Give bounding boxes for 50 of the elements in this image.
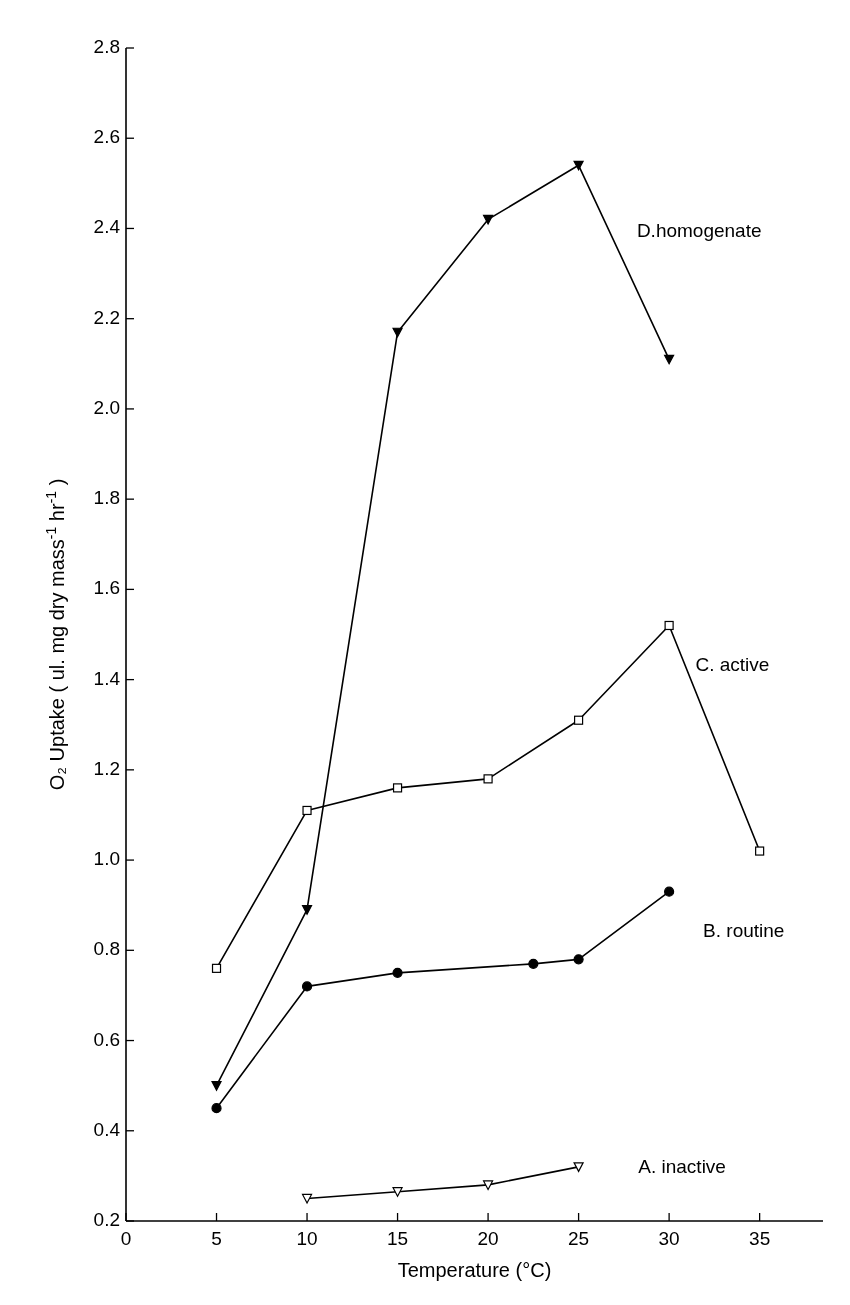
point [573,1162,584,1172]
point [482,1180,494,1191]
point [483,774,493,784]
point [573,954,584,965]
y-tick-label: 1.4 [93,667,121,689]
point [392,327,403,338]
x-tick-label: 15 [386,1228,409,1249]
x-tick-label: 10 [296,1228,318,1249]
x-tick-label: 35 [749,1228,771,1249]
point [573,160,584,171]
point [211,1103,222,1114]
point [664,886,675,897]
point [211,963,222,973]
point [211,1081,222,1091]
point [392,783,403,793]
y-tick-label: 1.6 [93,577,120,599]
series-label: C. active [695,654,770,676]
text: A. inactive [638,1156,726,1178]
point [301,1193,313,1204]
point [664,620,674,631]
y-tick-label: 0.8 [93,938,120,960]
x-tick-label: 0 [120,1228,132,1249]
y-tick-label: 2.6 [93,126,120,148]
point [755,846,765,856]
point [482,214,494,225]
x-tick-label: 25 [568,1228,590,1249]
y-tick-label: 2.8 [93,36,120,58]
x-tick-label: 5 [211,1228,222,1249]
point [528,958,539,969]
y-tick-label: 2.4 [93,216,121,238]
point [301,905,313,915]
point [664,354,675,365]
x-tick-label: 20 [477,1228,499,1249]
series-label: D.homogenate [636,220,762,242]
point [392,1187,403,1197]
y-tick-label: 2.2 [93,306,120,328]
point [574,715,584,725]
y-tick-label: 0.4 [93,1118,121,1140]
point [301,981,313,992]
y-tick-label: 1.8 [93,487,120,509]
point [392,967,403,978]
y-tick-label: 1.0 [93,848,120,870]
text: B. routine [703,920,785,942]
x-tick-label: 30 [658,1228,680,1249]
y-tick-label: 0.2 [93,1209,120,1231]
y-tick-label: 0.6 [93,1028,120,1050]
x-axis-title: Temperature (°C) [397,1259,552,1281]
y-tick-label: 2.0 [93,396,120,418]
point [302,805,312,816]
y-tick-label: 1.2 [93,757,120,779]
